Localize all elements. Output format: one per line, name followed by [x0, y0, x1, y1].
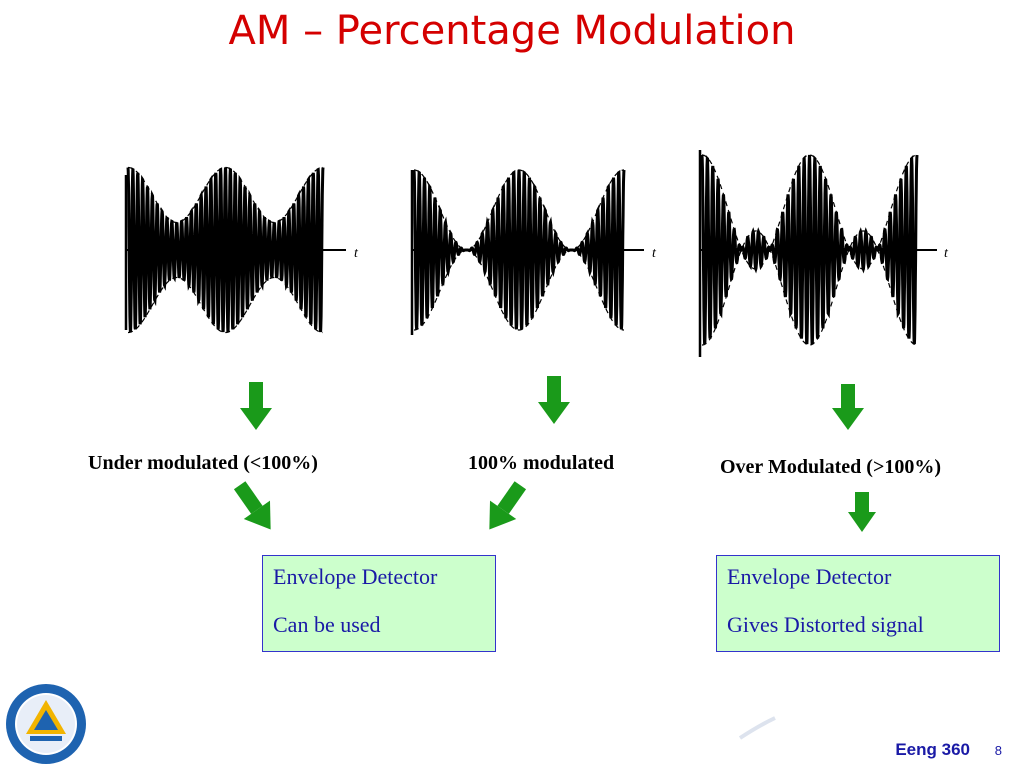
envelope-detector-usable-box: Envelope Detector Can be used [262, 555, 496, 652]
envelope-upper [702, 154, 917, 252]
caption-over-modulated: Over Modulated (>100%) [720, 456, 942, 478]
diagonal-arrow-left-icon [489, 481, 527, 530]
time-axis-label: t [944, 246, 949, 261]
box-line-2: Can be used [273, 612, 381, 637]
box-line-2: Gives Distorted signal [727, 612, 924, 637]
slide-title: AM – Percentage Modulation [228, 8, 796, 54]
waveform-100-modulated: t [410, 169, 657, 335]
box-line-1: Envelope Detector [727, 564, 892, 589]
time-axis-label: t [652, 246, 657, 261]
down-arrow-icon [848, 492, 876, 532]
down-arrow-icon [832, 384, 864, 430]
caption-100-modulated: 100% modulated [468, 452, 615, 474]
down-arrow-icon [538, 376, 570, 424]
envelope-detector-distorted-box: Envelope Detector Gives Distorted signal [716, 555, 1000, 652]
time-axis-label: t [354, 246, 359, 261]
modulated-carrier [700, 154, 919, 345]
course-code: Eeng 360 [895, 740, 970, 759]
modulated-carrier [126, 167, 325, 333]
decorative-swoosh [738, 716, 776, 740]
university-logo-icon [6, 684, 86, 764]
diagonal-arrow-right-icon [233, 481, 271, 530]
waveform-under-modulated: t [124, 166, 359, 334]
down-arrow-icon [240, 382, 272, 430]
page-number: 8 [994, 743, 1002, 758]
caption-under-modulated: Under modulated (<100%) [88, 452, 318, 474]
modulated-carrier [412, 169, 626, 330]
waveform-over-modulated: t [698, 150, 949, 357]
box-line-1: Envelope Detector [273, 564, 438, 589]
